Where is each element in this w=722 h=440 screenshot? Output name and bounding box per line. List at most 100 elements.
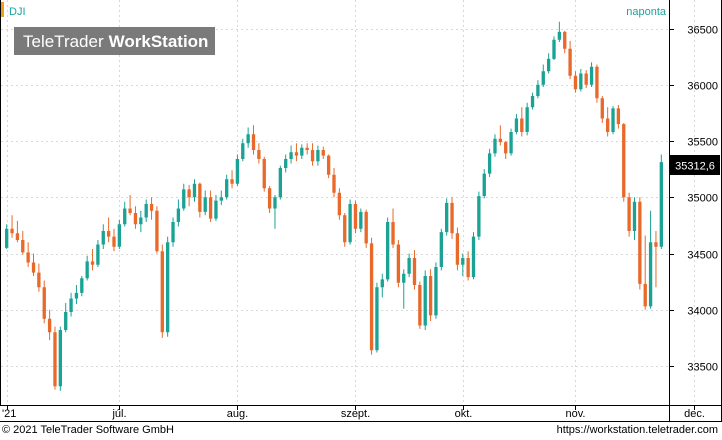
candle-body [139, 217, 143, 225]
candle-body [541, 71, 545, 85]
candle-body [155, 210, 159, 252]
candle-body [407, 258, 411, 274]
candle-body [648, 242, 653, 307]
y-axis: 33500 34000 34500 35000 35500 36000 36500 [669, 25, 718, 374]
candle-body [343, 215, 347, 243]
candle-body [171, 222, 175, 243]
candle-body [257, 150, 261, 159]
candle-body [589, 66, 594, 85]
candle-body [37, 272, 41, 288]
candle-body [638, 201, 642, 284]
candle-body [321, 150, 325, 156]
candle-body [187, 189, 191, 198]
candle-body [160, 251, 164, 333]
candle-body [600, 98, 604, 119]
candle-body [112, 236, 116, 247]
candle-body [337, 192, 342, 216]
candle-body [455, 233, 460, 265]
candle-body [525, 107, 529, 132]
period-label[interactable]: naponta [626, 6, 667, 18]
candle-body [246, 134, 250, 144]
candle-body [471, 236, 476, 278]
candle-body [149, 204, 154, 211]
candle-body [101, 231, 105, 245]
candle-body [80, 278, 84, 293]
stock-chart: 33500 34000 34500 35000 35500 36000 36500 '21 j… [0, 0, 722, 422]
candle-body [573, 75, 578, 90]
candle-body [203, 197, 207, 212]
candle-body [284, 159, 288, 168]
x-tick-label: dec. [684, 408, 705, 420]
candle-body [563, 31, 567, 49]
symbol-label[interactable]: DJI [9, 6, 26, 18]
candle-body [251, 134, 256, 150]
candle-body [230, 179, 234, 184]
candle-body [241, 143, 245, 159]
candle-body [632, 201, 637, 231]
x-axis: '21 júl. aug. szept. okt. nov. dec. [2, 405, 705, 420]
candle-body [552, 39, 556, 59]
candle-body [520, 118, 524, 132]
candle-body [605, 118, 610, 132]
candle-body [267, 188, 272, 209]
candle-body [509, 132, 513, 154]
candle-body [15, 233, 20, 240]
candle-body [133, 213, 138, 225]
candle-body [627, 197, 631, 231]
candle-body [10, 228, 14, 234]
x-tick-label: nov. [566, 408, 586, 420]
candle-body [353, 204, 358, 229]
y-tick-label: 34000 [687, 306, 718, 318]
candle-body [584, 73, 588, 85]
candle-body [423, 276, 427, 326]
candle-body [225, 179, 229, 198]
candle-body [595, 66, 599, 99]
candle-body [289, 152, 293, 159]
candle-body [402, 273, 406, 283]
candle-body [305, 147, 309, 150]
candle-body [369, 243, 374, 351]
candle-body [487, 153, 492, 174]
candle-body [579, 73, 583, 90]
candle-body [42, 287, 46, 319]
candle-body [450, 202, 454, 234]
candle-body [616, 108, 621, 125]
y-tick-label: 36500 [687, 25, 718, 37]
candle-body [26, 252, 30, 263]
candle-body [31, 262, 36, 273]
candle-body [530, 96, 535, 108]
candle-body [208, 197, 213, 219]
x-tick-label: aug. [227, 408, 248, 420]
x-tick-label: szept. [341, 408, 370, 420]
candle-body [326, 155, 331, 175]
candle-body [235, 159, 240, 184]
candle-body [117, 224, 122, 247]
candle-body [74, 292, 79, 299]
candle-body [214, 200, 218, 219]
candle-body [434, 267, 438, 316]
y-tick-label: 36000 [687, 81, 718, 93]
candle-body [622, 124, 626, 198]
candle-body [316, 150, 320, 162]
candle-body [428, 276, 433, 316]
candle-body [85, 261, 89, 279]
candle-body [504, 142, 508, 154]
candle-body [53, 332, 57, 387]
candle-body [348, 204, 352, 243]
y-tick-label: 34500 [687, 250, 718, 262]
candle-body [445, 202, 449, 233]
candle-body [546, 58, 551, 72]
candle-body [611, 108, 615, 132]
candle-body [396, 244, 401, 283]
candle-body [643, 283, 647, 307]
candle-body [69, 298, 73, 312]
footer-url[interactable]: https://workstation.teletrader.com [556, 424, 718, 436]
candle-body [477, 196, 481, 237]
candle-body [498, 138, 503, 143]
last-value-tag: 35312,6 [670, 155, 720, 175]
candle-body [294, 152, 299, 156]
candles [5, 21, 663, 391]
last-value-text: 35312,6 [675, 161, 715, 173]
candle-body [58, 330, 63, 387]
